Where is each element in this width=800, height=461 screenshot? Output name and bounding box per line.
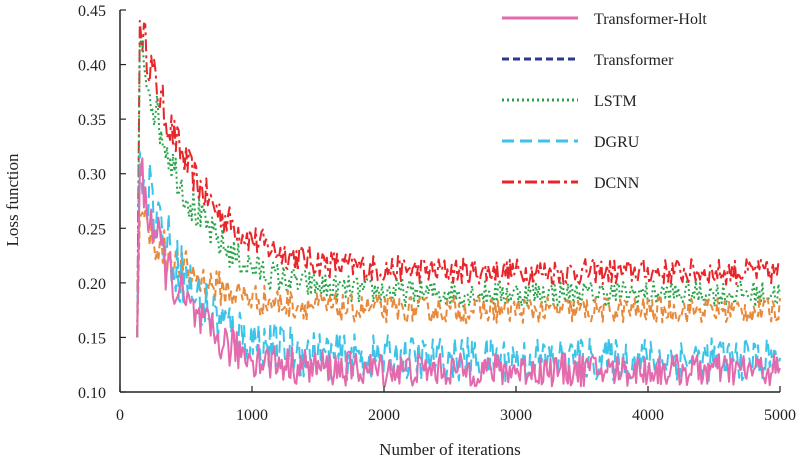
series-line-dgru — [136, 150, 781, 383]
series-line-transformer-holt — [136, 157, 781, 388]
legend-label-transformer-holt: Transformer-Holt — [594, 11, 707, 28]
x-ticks: 0 1000 2000 3000 4000 5000 — [116, 386, 796, 424]
y-tick-label: 0.10 — [78, 385, 106, 402]
y-tick-label: 0.40 — [78, 58, 106, 75]
x-axis-label: Number of iterations — [379, 440, 521, 459]
y-ticks: 0.10 0.15 0.20 0.25 0.30 0.35 0.40 0.45 — [78, 3, 126, 402]
legend: Transformer-Holt Transformer LSTM DGRU DCNN — [502, 11, 707, 192]
y-tick-label: 0.20 — [78, 276, 106, 293]
x-tick-label: 2000 — [368, 407, 400, 424]
x-tick-label: 5000 — [764, 407, 796, 424]
y-tick-label: 0.45 — [78, 3, 106, 20]
y-axis-label: Loss function — [3, 153, 22, 247]
axes — [119, 10, 780, 393]
series-line-transformer — [136, 209, 781, 338]
y-tick-label: 0.25 — [78, 221, 106, 238]
y-tick-label: 0.15 — [78, 330, 106, 347]
legend-label-dgru: DGRU — [594, 134, 640, 151]
y-tick-label: 0.35 — [78, 112, 106, 129]
legend-label-transformer: Transformer — [594, 52, 674, 69]
plot-area — [136, 19, 781, 388]
series-line-dcnn — [136, 19, 781, 338]
series-line-lstm — [136, 38, 781, 338]
x-tick-label: 3000 — [500, 407, 532, 424]
legend-label-lstm: LSTM — [594, 93, 637, 110]
x-tick-label: 1000 — [236, 407, 268, 424]
x-tick-label: 4000 — [632, 407, 664, 424]
x-tick-label: 0 — [116, 407, 124, 424]
y-tick-label: 0.30 — [78, 167, 106, 184]
legend-label-dcnn: DCNN — [594, 175, 640, 192]
